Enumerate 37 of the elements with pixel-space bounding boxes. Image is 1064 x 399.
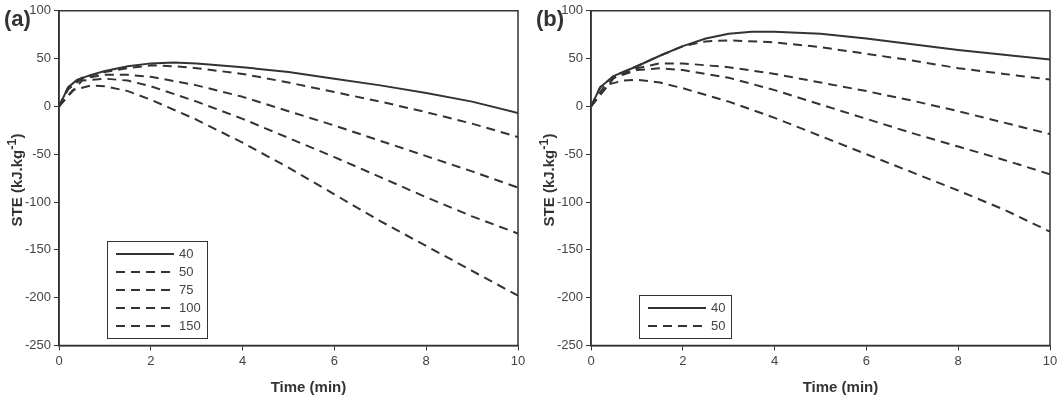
legend-label: 150 bbox=[179, 317, 201, 335]
y-tick-label: 100 bbox=[29, 2, 52, 18]
legend-label: 75 bbox=[179, 281, 194, 299]
x-tick-label: 2 bbox=[679, 352, 687, 368]
x-tick-label: 6 bbox=[330, 352, 339, 368]
x-tick-label: 4 bbox=[770, 352, 779, 368]
y-tick-label: 50 bbox=[568, 50, 584, 66]
x-tick-label: 10 bbox=[510, 352, 526, 368]
y-tick-label: -100 bbox=[556, 193, 584, 209]
x-axis-title: Time (min) bbox=[269, 378, 348, 395]
x-tick-label: 6 bbox=[862, 352, 871, 368]
x-tick-label: 8 bbox=[954, 352, 962, 368]
y-tick-label: 0 bbox=[575, 97, 584, 113]
x-tick-label: 10 bbox=[1042, 352, 1058, 368]
y-tick-label: -200 bbox=[24, 289, 52, 305]
chart-title: (a) bbox=[4, 6, 31, 32]
y-tick-label: -250 bbox=[24, 336, 52, 352]
y-tick-label: 0 bbox=[43, 97, 52, 113]
y-tick-label: -250 bbox=[556, 336, 584, 352]
y-tick-label: -100 bbox=[24, 193, 52, 209]
x-tick-label: 2 bbox=[147, 352, 155, 368]
x-tick-label: 4 bbox=[238, 352, 247, 368]
y-tick-label: -150 bbox=[556, 241, 584, 257]
x-tick-label: 8 bbox=[422, 352, 430, 368]
legend-label: 100 bbox=[179, 299, 201, 317]
x-axis-title: Time (min) bbox=[801, 378, 880, 395]
legend-label: 40 bbox=[179, 245, 194, 263]
y-tick-label: -200 bbox=[556, 289, 584, 305]
y-tick-label: -150 bbox=[24, 241, 52, 257]
x-tick-label: 0 bbox=[587, 352, 595, 368]
legend-label: 40 bbox=[711, 299, 726, 317]
y-tick-label: -50 bbox=[564, 145, 584, 161]
y-tick-label: 50 bbox=[36, 50, 52, 66]
x-tick-label: 0 bbox=[55, 352, 63, 368]
y-tick-label: -50 bbox=[32, 145, 52, 161]
legend-label: 50 bbox=[711, 317, 726, 335]
legend-label: 50 bbox=[179, 263, 194, 281]
